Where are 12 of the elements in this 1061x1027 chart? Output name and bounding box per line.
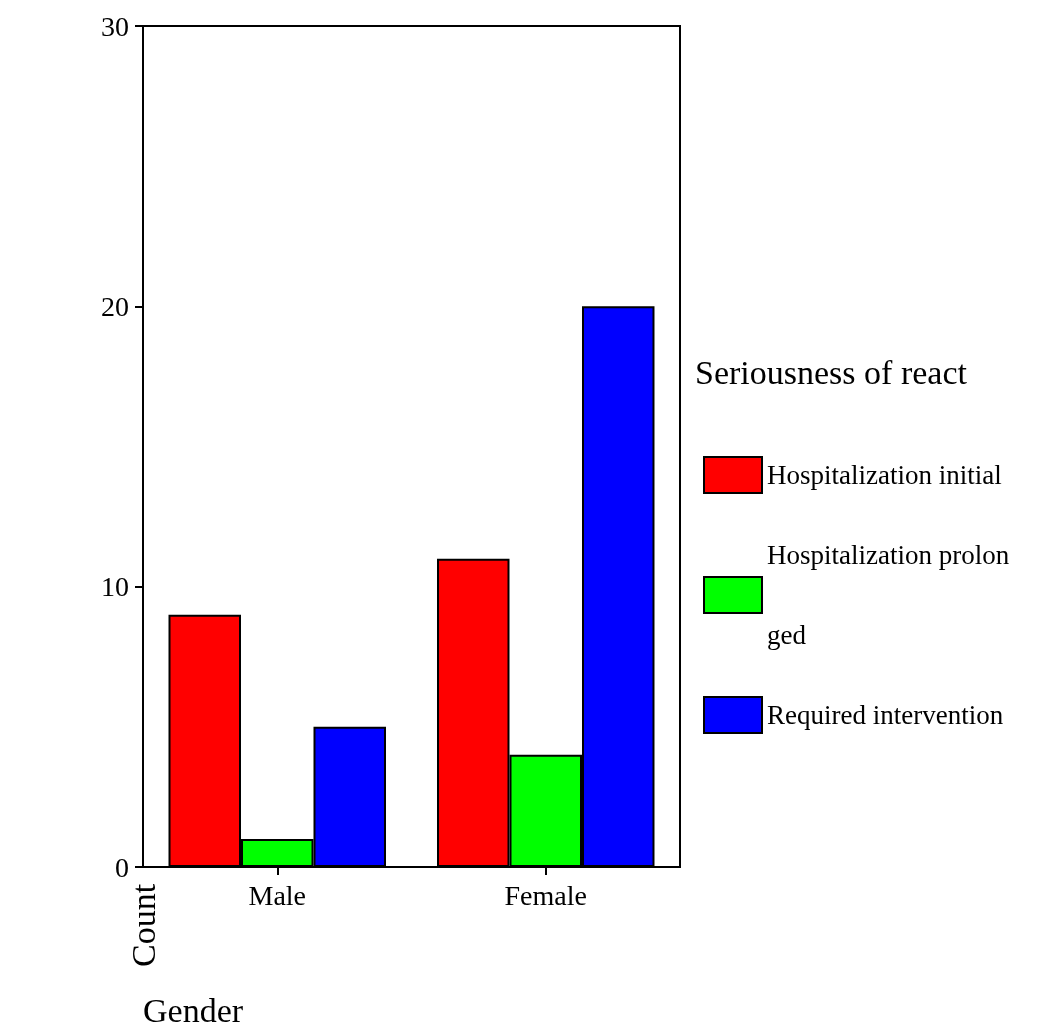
text: Hospitalization prolonged bbox=[767, 540, 1010, 650]
y-tick-label: 20 bbox=[101, 290, 129, 322]
x-axis-title: Gender bbox=[143, 991, 244, 1027]
y-tick-label: 10 bbox=[101, 571, 129, 603]
y-tick-label: 30 bbox=[101, 10, 129, 42]
legend-label: Required intervention bbox=[767, 700, 1004, 730]
legend-label: Hospitalization initial bbox=[767, 460, 1002, 490]
y-axis-title: Count bbox=[124, 883, 162, 968]
legend-title: Seriousness of react bbox=[695, 353, 968, 391]
x-tick-label: Male bbox=[248, 879, 307, 911]
x-tick-label: Female bbox=[504, 879, 587, 911]
y-tick-label: 0 bbox=[115, 851, 129, 883]
